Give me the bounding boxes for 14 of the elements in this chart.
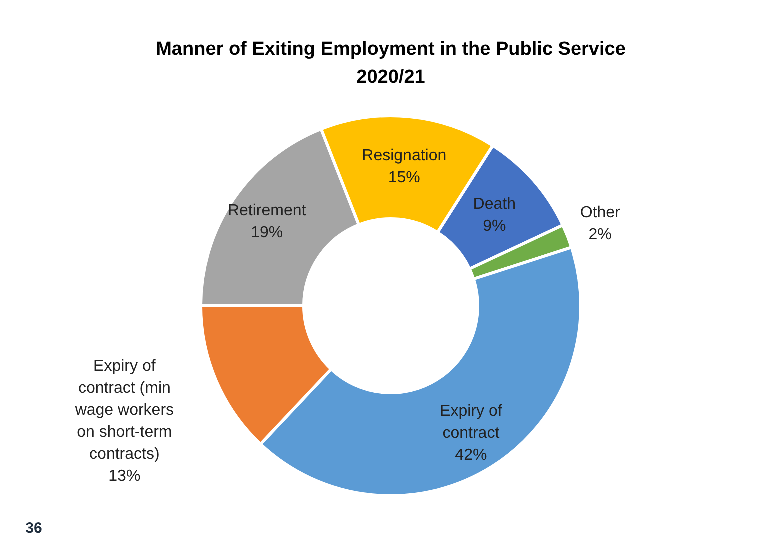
- slice-label: Resignation: [362, 148, 447, 165]
- data-label: 19%: [251, 224, 284, 242]
- data-label: 9%: [483, 218, 506, 235]
- slice-label: Retirement: [228, 202, 307, 220]
- slice-label: Other: [580, 204, 622, 222]
- data-label: 13%: [108, 468, 141, 485]
- data-label: 15%: [388, 170, 420, 187]
- data-label: 2%: [588, 226, 612, 244]
- data-label: 42%: [455, 446, 488, 464]
- slice-label: Expiry of contract (min wage workers on short-term contracts): [74, 358, 174, 463]
- chart-title: Manner of Exiting Employment in the Public Service 2020/21: [156, 39, 626, 88]
- slice-label: Expiry of contract: [440, 402, 503, 442]
- slice-label: Death: [473, 196, 516, 213]
- text: 36: [26, 520, 42, 537]
